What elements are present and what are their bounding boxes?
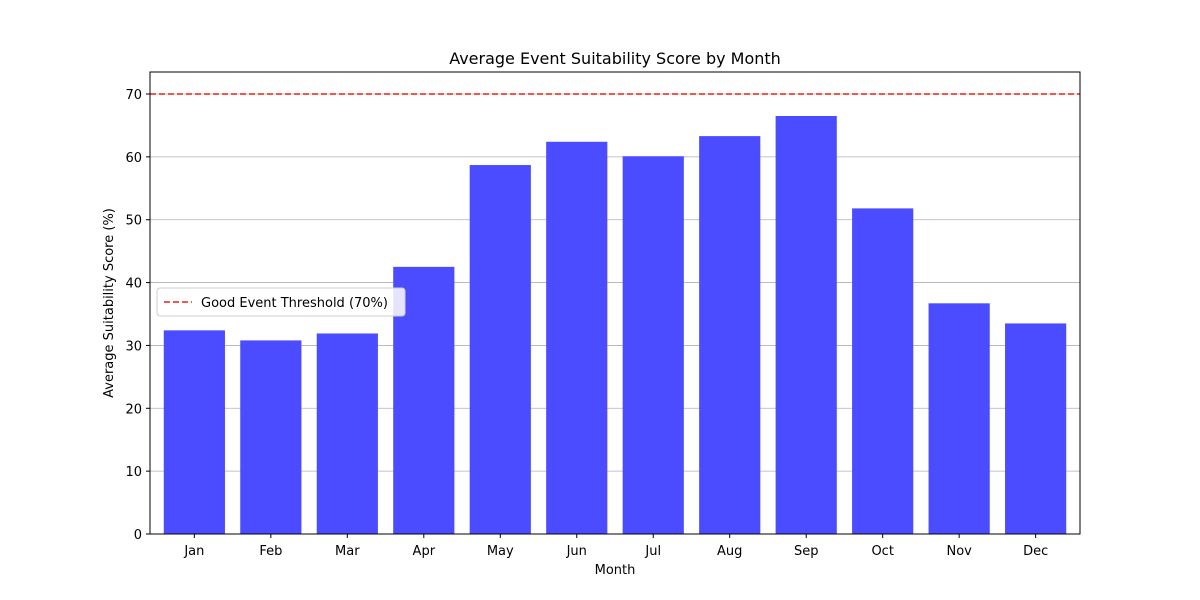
x-tick-label: Nov	[946, 544, 972, 559]
y-axis: 0 10 20 30 40 50 60 70	[125, 88, 150, 543]
bar-mar	[316, 333, 378, 534]
bar-nov	[928, 303, 990, 534]
y-tick-label: 60	[125, 151, 142, 166]
x-tick-label: Aug	[717, 544, 742, 559]
x-tick-label: Sep	[794, 544, 819, 559]
chart-title: Average Event Suitability Score by Month	[449, 49, 781, 68]
bar-feb	[240, 340, 302, 534]
x-axis: Jan Feb Mar Apr May Jun Jul Aug Sep Oct Nov Dec	[183, 534, 1048, 559]
bar-may	[469, 165, 531, 534]
bars	[163, 116, 1067, 534]
y-tick-label: 70	[125, 88, 142, 103]
x-tick-label: Jul	[644, 544, 661, 559]
bar-oct	[852, 208, 914, 534]
x-tick-label: Jan	[183, 544, 204, 559]
y-tick-label: 20	[125, 402, 142, 417]
y-tick-label: 50	[125, 214, 142, 229]
bar-jun	[546, 141, 608, 534]
y-tick-label: 10	[125, 465, 142, 480]
legend: Good Event Threshold (70%)	[156, 287, 406, 317]
legend-box	[156, 287, 406, 317]
plot-frame	[149, 71, 1081, 535]
x-tick-label: Oct	[871, 544, 893, 559]
bar-jul	[622, 156, 684, 534]
bar-aug	[699, 136, 761, 534]
bar-jan	[163, 330, 225, 534]
y-tick-label: 30	[125, 339, 142, 354]
x-tick-label: Dec	[1023, 544, 1048, 559]
x-tick-label: Apr	[413, 544, 436, 559]
x-tick-label: Mar	[335, 544, 360, 559]
legend-threshold-label: Good Event Threshold (70%)	[201, 296, 388, 311]
x-tick-label: Feb	[259, 544, 282, 559]
y-tick-label: 40	[125, 277, 142, 292]
y-axis-label: Average Suitability Score (%)	[102, 208, 117, 398]
x-tick-label: Jun	[566, 544, 587, 559]
bar-sep	[775, 116, 837, 534]
x-tick-label: May	[487, 544, 514, 559]
bar-dec	[1005, 323, 1067, 534]
x-axis-label: Month	[595, 563, 636, 578]
y-tick-label: 0	[134, 528, 142, 543]
